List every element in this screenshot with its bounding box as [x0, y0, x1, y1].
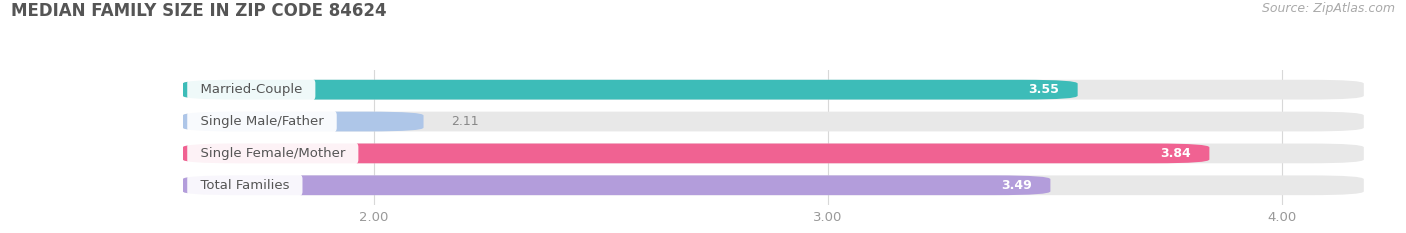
Text: Single Male/Father: Single Male/Father: [191, 115, 332, 128]
FancyBboxPatch shape: [183, 80, 1364, 99]
FancyBboxPatch shape: [183, 144, 1209, 163]
Text: Single Female/Mother: Single Female/Mother: [191, 147, 354, 160]
Text: MEDIAN FAMILY SIZE IN ZIP CODE 84624: MEDIAN FAMILY SIZE IN ZIP CODE 84624: [11, 2, 387, 20]
FancyBboxPatch shape: [183, 112, 1364, 131]
Text: 3.49: 3.49: [1001, 179, 1032, 192]
FancyBboxPatch shape: [183, 175, 1050, 195]
Text: Source: ZipAtlas.com: Source: ZipAtlas.com: [1261, 2, 1395, 15]
Text: Total Families: Total Families: [191, 179, 298, 192]
Text: 3.55: 3.55: [1029, 83, 1060, 96]
FancyBboxPatch shape: [183, 80, 1077, 99]
FancyBboxPatch shape: [183, 144, 1364, 163]
Text: 3.84: 3.84: [1160, 147, 1191, 160]
FancyBboxPatch shape: [183, 112, 423, 131]
Text: Married-Couple: Married-Couple: [191, 83, 311, 96]
FancyBboxPatch shape: [183, 175, 1364, 195]
Text: 2.11: 2.11: [451, 115, 478, 128]
